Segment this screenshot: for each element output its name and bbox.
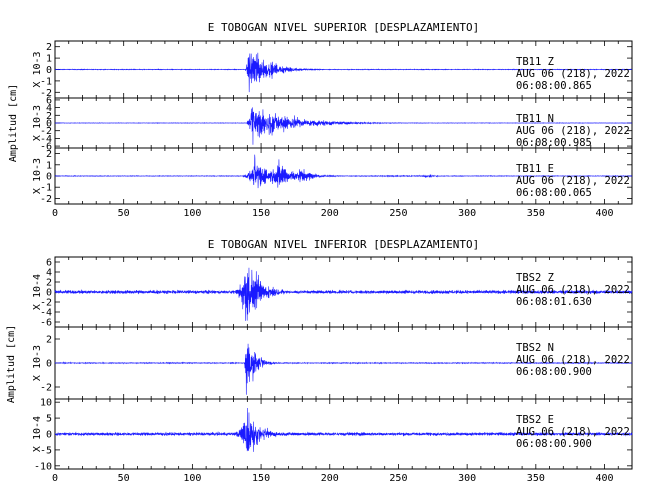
station-annotation: TB11 E (516, 163, 554, 175)
chart-title: E TOBOGAN NIVEL INFERIOR [DESPLAZAMIENTO… (208, 238, 480, 251)
station-annotation: AUG 06 (218), 2022 (516, 175, 630, 187)
y-tick-label: 2 (46, 278, 52, 289)
y-tick-label: 6 (46, 258, 52, 269)
waveform-trace (54, 52, 633, 93)
station-annotation: 06:08:00.065 (516, 187, 592, 199)
station-annotation: TBS2 N (516, 342, 554, 354)
station-annotation: TB11 N (516, 113, 554, 125)
y-tick-label: 0 (46, 359, 52, 370)
waveform-trace (54, 154, 633, 189)
waveform-trace (54, 343, 633, 395)
x-tick-label: 250 (389, 208, 407, 219)
y-tick-label: 4 (46, 268, 52, 279)
x-tick-label: 350 (527, 473, 545, 484)
y-tick-label: -2 (40, 298, 52, 309)
y-tick-label: -2 (40, 88, 52, 99)
x-tick-label: 300 (458, 208, 476, 219)
y-tick-label: -10 (34, 461, 52, 472)
y-axis-label: Amplitud [cm] (6, 325, 17, 403)
x-tick-label: 200 (321, 208, 339, 219)
y-tick-label: 0 (46, 119, 52, 130)
station-annotation: AUG 06 (218), 2022 (516, 284, 630, 296)
y-tick-label: 2 (46, 335, 52, 346)
scale-label: X 10-3 (32, 51, 43, 87)
y-tick-label: -4 (40, 308, 52, 319)
x-tick-label: 350 (527, 208, 545, 219)
waveform-trace (54, 107, 633, 145)
y-tick-label: -2 (40, 194, 52, 205)
y-tick-label: -6 (40, 142, 52, 153)
station-annotation: AUG 06 (218), 2022 (516, 354, 630, 366)
y-tick-label: 2 (46, 111, 52, 122)
y-tick-label: -5 (40, 445, 52, 456)
y-tick-label: 6 (46, 95, 52, 106)
y-tick-label: 2 (46, 42, 52, 53)
station-annotation: TBS2 E (516, 414, 554, 426)
station-annotation: TBS2 Z (516, 272, 554, 284)
station-annotation: 06:08:01.630 (516, 296, 592, 308)
station-annotation: TB11 Z (516, 56, 554, 68)
waveform-trace (54, 267, 633, 321)
y-tick-label: 1 (46, 160, 52, 171)
station-annotation: AUG 06 (218), 2022 (516, 125, 630, 137)
y-tick-label: -1 (40, 183, 52, 194)
x-tick-label: 0 (52, 473, 58, 484)
scale-label: X 10-3 (32, 345, 43, 381)
station-annotation: 06:08:00.900 (516, 438, 592, 450)
station-annotation: 06:08:00.865 (516, 80, 592, 92)
x-tick-label: 100 (183, 208, 201, 219)
waveform-trace (54, 407, 633, 452)
y-tick-label: 2 (46, 149, 52, 160)
y-tick-label: 0 (46, 172, 52, 183)
y-tick-label: 4 (46, 103, 52, 114)
y-tick-label: -1 (40, 76, 52, 87)
x-tick-label: 50 (118, 208, 130, 219)
y-tick-label: 0 (46, 65, 52, 76)
y-tick-label: 0 (46, 288, 52, 299)
y-tick-label: -6 (40, 318, 52, 329)
x-tick-label: 0 (52, 208, 58, 219)
x-tick-label: 150 (252, 208, 270, 219)
chart-title: E TOBOGAN NIVEL SUPERIOR [DESPLAZAMIENTO… (208, 21, 480, 34)
y-tick-label: -2 (40, 383, 52, 394)
station-annotation: AUG 06 (218), 2022 (516, 68, 630, 80)
station-annotation: 06:08:00.985 (516, 137, 592, 149)
station-annotation: AUG 06 (218), 2022 (516, 426, 630, 438)
y-tick-label: 1 (46, 54, 52, 65)
scale-label: X 10-4 (32, 416, 43, 452)
x-tick-label: 200 (321, 473, 339, 484)
scale-label: X 10-3 (32, 158, 43, 194)
y-axis-label: Amplitud [cm] (8, 84, 19, 162)
x-tick-label: 300 (458, 473, 476, 484)
y-tick-label: -4 (40, 134, 52, 145)
x-tick-label: 400 (595, 208, 613, 219)
y-tick-label: 0 (46, 430, 52, 441)
y-tick-label: 5 (46, 414, 52, 425)
x-tick-label: 250 (389, 473, 407, 484)
x-tick-label: 100 (183, 473, 201, 484)
scale-label: X 10-3 (32, 105, 43, 141)
scale-label: X 10-4 (32, 274, 43, 310)
y-tick-label: -2 (40, 126, 52, 137)
y-tick-label: 10 (40, 398, 52, 409)
x-tick-label: 150 (252, 473, 270, 484)
station-annotation: 06:08:00.900 (516, 366, 592, 378)
x-tick-label: 50 (118, 473, 130, 484)
x-tick-label: 400 (595, 473, 613, 484)
